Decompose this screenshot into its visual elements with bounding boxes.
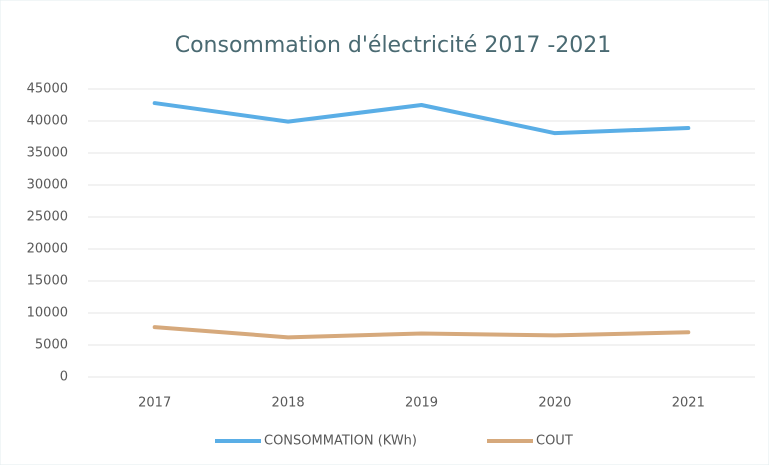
x-tick-label: 2020 — [538, 396, 571, 411]
y-tick-label: 35000 — [27, 146, 68, 161]
y-tick-label: 5000 — [35, 338, 68, 353]
y-tick-label: 15000 — [27, 274, 68, 289]
y-tick-label: 25000 — [27, 210, 68, 225]
y-tick-label: 40000 — [27, 114, 68, 129]
x-tick-label: 2018 — [272, 396, 305, 411]
x-tick-label: 2017 — [138, 396, 171, 411]
data-line — [152, 101, 691, 136]
y-tick-label: 10000 — [27, 306, 68, 321]
data-line — [152, 325, 691, 340]
y-tick-label: 30000 — [27, 178, 68, 193]
legend-label: COUT — [536, 434, 573, 449]
y-tick-label: 20000 — [27, 242, 68, 257]
y-tick-label: 0 — [60, 370, 68, 385]
y-tick-label: 45000 — [27, 82, 68, 97]
legend-label: CONSOMMATION (KWh) — [264, 434, 417, 449]
x-tick-label: 2019 — [405, 396, 438, 411]
chart-title: Consommation d'électricité 2017 -2021 — [175, 33, 612, 58]
x-tick-label: 2021 — [672, 396, 705, 411]
